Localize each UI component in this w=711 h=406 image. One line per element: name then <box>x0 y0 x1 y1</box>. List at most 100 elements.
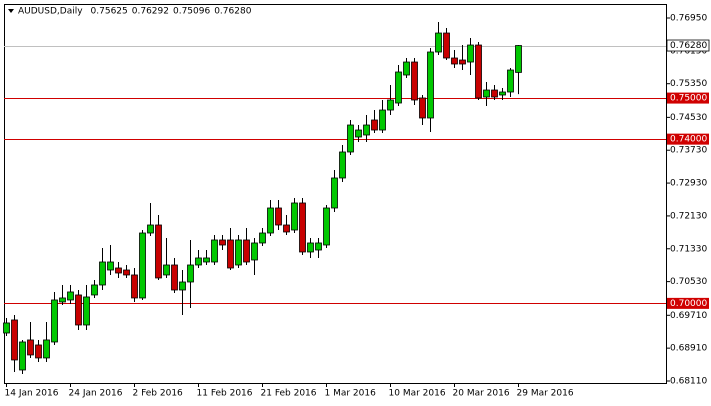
candle-body <box>459 59 466 65</box>
y-tick-label: 0.68110 <box>670 376 707 386</box>
candle-body <box>299 202 306 253</box>
plot-frame <box>4 4 667 384</box>
candle-body <box>107 261 114 271</box>
menu-arrow <box>8 9 14 13</box>
candle-body <box>11 319 18 361</box>
candle-body <box>515 45 522 73</box>
candle-body <box>187 264 194 283</box>
candle-body <box>411 61 418 101</box>
candle-body <box>171 264 178 291</box>
candle-body <box>419 97 426 119</box>
candle-body <box>251 242 258 261</box>
candle-body <box>99 261 106 286</box>
candle-body <box>203 257 210 263</box>
candle-body <box>51 299 58 343</box>
x-tick-label: 11 Feb 2016 <box>197 389 253 399</box>
candle-body <box>211 239 218 263</box>
candle-body <box>371 119 378 131</box>
chart-title: AUDUSD,Daily <box>18 7 83 17</box>
candle-body <box>275 207 282 226</box>
y-tick-label: 0.70530 <box>670 277 707 287</box>
candle-body <box>507 69 514 93</box>
candle-body <box>443 32 450 59</box>
candle-body <box>75 294 82 326</box>
level-box <box>667 133 709 145</box>
header-value: 0.76292 <box>132 7 169 17</box>
candle-body <box>179 281 186 291</box>
candle-body <box>323 207 330 246</box>
candle-body <box>243 239 250 263</box>
candle-body <box>163 264 170 276</box>
y-tick-label: 0.75350 <box>670 79 707 89</box>
candle-body <box>395 71 402 104</box>
candle-body <box>147 224 154 234</box>
candle-body <box>427 51 434 119</box>
candle-body <box>291 202 298 231</box>
y-tick-label: 0.76950 <box>670 14 707 24</box>
candle-body <box>131 274 138 299</box>
candle-body <box>315 242 322 251</box>
y-tick-label: 0.71330 <box>670 244 707 254</box>
y-tick-label: 0.72130 <box>670 211 707 221</box>
candle-body <box>267 207 274 234</box>
candle-body <box>59 297 66 303</box>
y-tick-label: 0.73730 <box>670 146 707 156</box>
x-tick-label: 20 Mar 2016 <box>453 389 510 399</box>
level-label: 0.74000 <box>670 135 707 145</box>
candle-body <box>235 239 242 266</box>
candle-body <box>27 339 34 356</box>
candle-body <box>387 99 394 111</box>
level-label: 0.70000 <box>670 299 707 309</box>
current-price-box <box>666 39 710 52</box>
x-tick-label: 14 Jan 2016 <box>5 389 59 399</box>
candle-body <box>379 109 386 131</box>
candle-body <box>43 339 50 359</box>
x-tick-label: 10 Mar 2016 <box>389 389 446 399</box>
x-tick-label: 2 Feb 2016 <box>133 389 184 399</box>
level-label: 0.75000 <box>670 94 707 104</box>
x-tick-label: 21 Feb 2016 <box>261 389 317 399</box>
candle-body <box>467 44 474 63</box>
candle-body <box>91 284 98 296</box>
candle-body <box>3 322 10 334</box>
candle-body <box>483 89 490 98</box>
header-value: 0.76280 <box>214 7 251 17</box>
y-tick-label: 0.69710 <box>670 311 707 321</box>
candle-body <box>475 44 482 99</box>
candle-body <box>347 124 354 153</box>
y-tick-label: 0.68910 <box>670 344 707 354</box>
candle-body <box>435 32 442 53</box>
candle-body <box>491 89 498 98</box>
candle-body <box>67 291 74 301</box>
candle-body <box>331 177 338 209</box>
x-tick-label: 24 Jan 2016 <box>69 389 123 399</box>
level-box <box>667 92 709 104</box>
candle-body <box>19 341 26 371</box>
candle-body <box>339 151 346 179</box>
level-box <box>667 297 709 309</box>
candle-body <box>35 344 42 359</box>
current-price-label: 0.76280 <box>670 41 707 51</box>
x-tick-label: 29 Mar 2016 <box>517 389 574 399</box>
header-value: 0.75096 <box>173 7 210 17</box>
y-tick-label: 0.72930 <box>670 179 707 189</box>
header-value: 0.75625 <box>91 7 128 17</box>
candle-body <box>307 242 314 253</box>
candle-body <box>499 91 506 96</box>
candle-body <box>451 57 458 65</box>
candle-body <box>83 296 90 326</box>
candle-body <box>155 224 162 279</box>
x-tick-label: 1 Mar 2016 <box>325 389 377 399</box>
y-tick-label: 0.74530 <box>670 113 707 123</box>
candle-body <box>195 257 202 266</box>
candle-body <box>363 124 370 136</box>
candle-body <box>227 239 234 269</box>
candle-body <box>219 239 226 246</box>
candle-body <box>283 224 290 233</box>
candle-body <box>355 129 362 138</box>
candle-body <box>403 61 410 76</box>
candle-body <box>115 267 122 274</box>
